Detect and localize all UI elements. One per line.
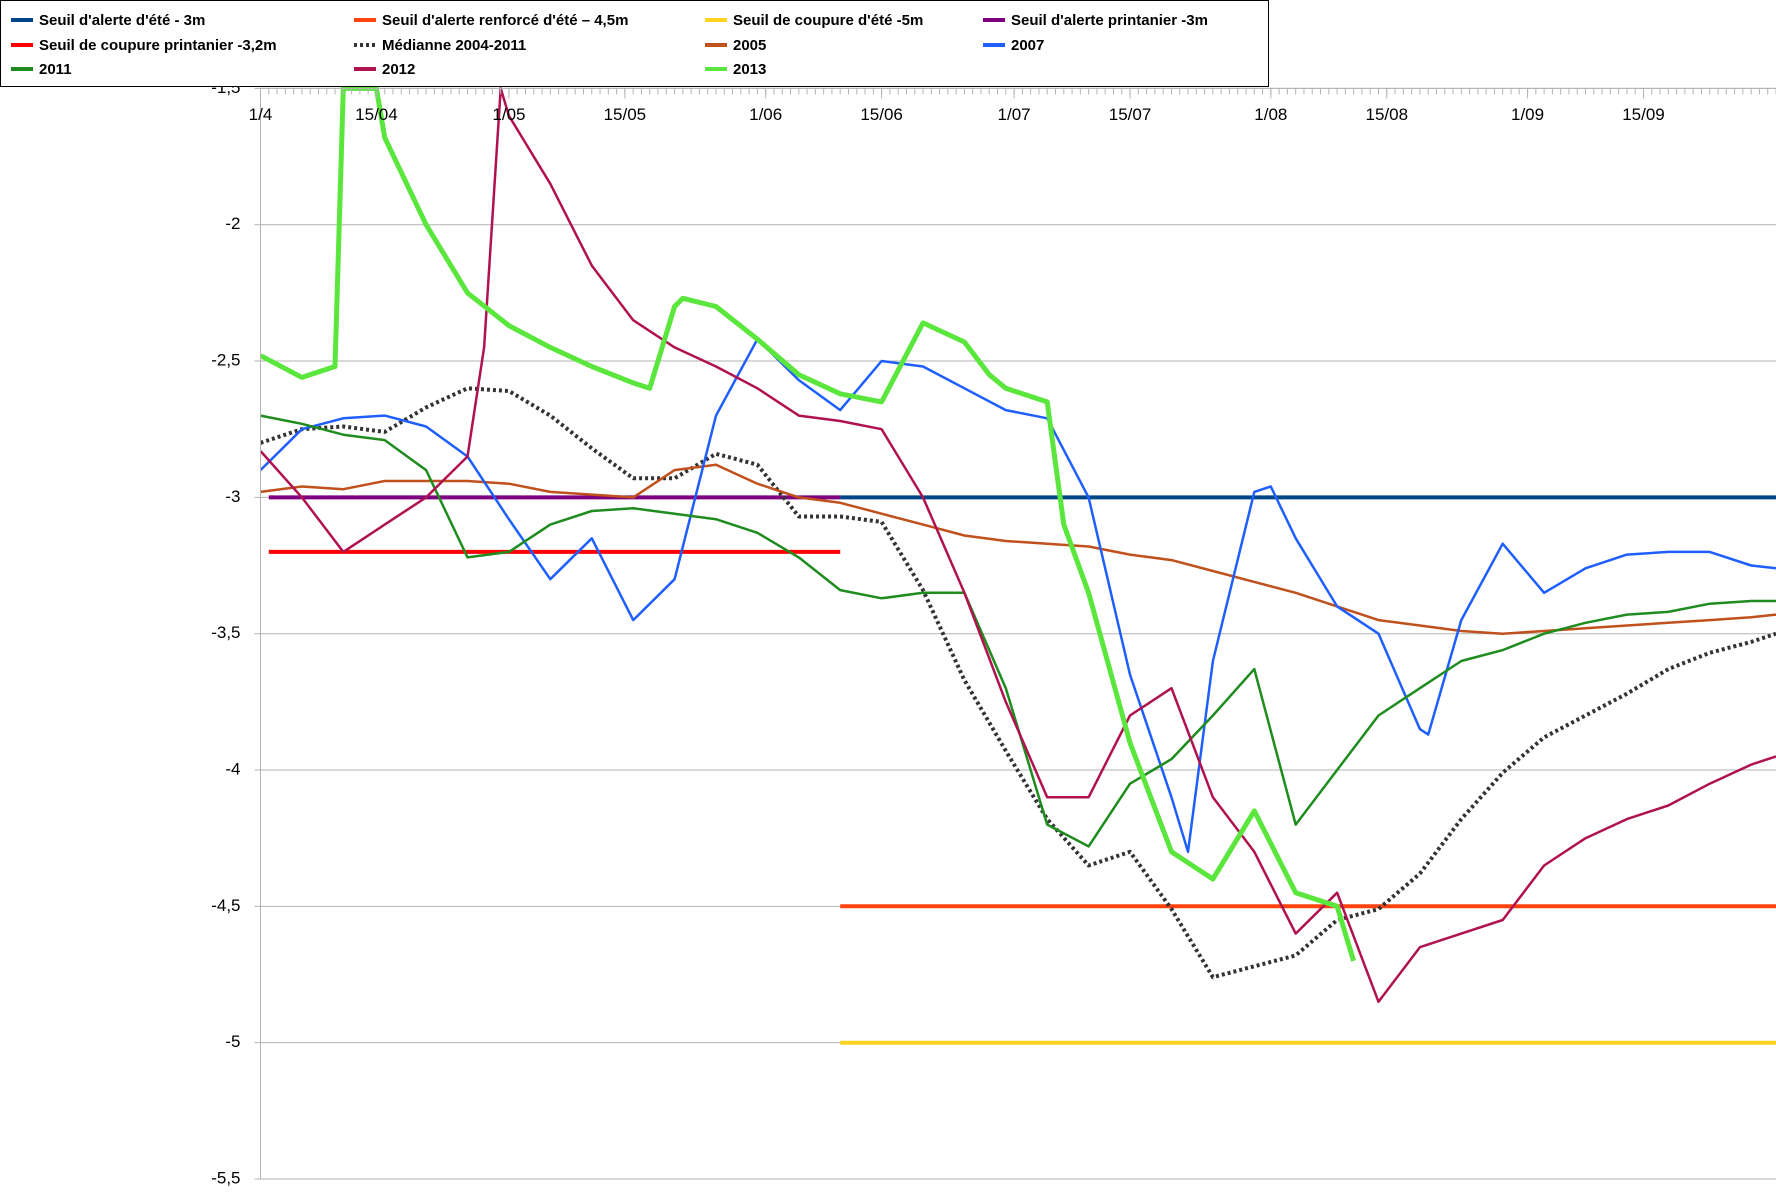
x-tick-label: 15/07 — [1109, 105, 1152, 124]
series-line — [260, 414, 1776, 848]
y-tick-label: -3,5 — [211, 623, 240, 642]
legend-label: Médianne 2004-2011 — [382, 37, 526, 54]
legend-box — [0, 0, 1269, 87]
x-tick-label: 15/06 — [860, 105, 903, 124]
series-line — [260, 86, 1356, 962]
series-line — [260, 386, 1776, 980]
legend-label: 2007 — [1011, 37, 1044, 54]
y-tick-label: -5 — [225, 1032, 240, 1051]
legend-label: Seuil d'alerte printanier -3m — [1011, 12, 1208, 29]
x-tick-label: 15/04 — [355, 105, 398, 124]
x-tick-label: 15/08 — [1365, 105, 1408, 124]
y-tick-label: -4 — [225, 760, 240, 779]
x-tick-label: 15/05 — [604, 105, 647, 124]
x-tick-label: 1/09 — [1511, 105, 1544, 124]
x-tick-label: 1/05 — [492, 105, 525, 124]
y-tick-label: -2,5 — [211, 351, 240, 370]
legend-label: 2012 — [382, 61, 415, 78]
x-tick-label: 1/07 — [998, 105, 1031, 124]
x-tick-label: 1/06 — [749, 105, 782, 124]
x-tick-label: 15/09 — [1622, 105, 1665, 124]
plot-area — [260, 86, 1776, 1045]
legend-label: 2013 — [733, 61, 766, 78]
legend-label: Seuil de coupure printanier -3,2m — [39, 37, 277, 54]
y-tick-label: -3 — [225, 487, 240, 506]
legend-label: Seuil d'alerte d'été - 3m — [39, 12, 205, 29]
legend-label: 2011 — [39, 61, 72, 78]
legend: Seuil d'alerte d'été - 3m Seuil d'alerte … — [0, 0, 1269, 87]
series-line — [260, 87, 1776, 1004]
legend-label: Seuil de coupure d'été -5m — [733, 12, 923, 29]
legend-label: 2005 — [733, 37, 766, 54]
legend-label: Seuil d'alerte renforcé d'été – 4,5m — [382, 12, 628, 29]
series-line — [260, 337, 1776, 854]
axes: -1,5-2-2,5-3-3,5-4-4,5-5-5,51/4 15/04 1/05… — [211, 78, 1776, 1187]
x-tick-label: 1/08 — [1254, 105, 1287, 124]
y-tick-label: -2 — [225, 214, 240, 233]
series-line — [260, 463, 1776, 635]
y-tick-label: -5,5 — [211, 1168, 240, 1187]
y-tick-label: -4,5 — [211, 896, 240, 915]
x-tick-label: 1/4 — [249, 105, 273, 124]
